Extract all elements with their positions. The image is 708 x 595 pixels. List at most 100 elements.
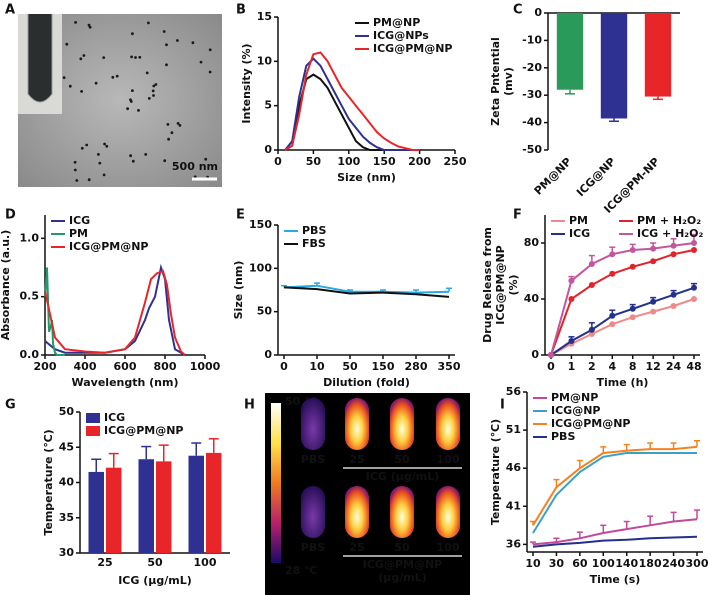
x-tick-label: ICG@NP bbox=[574, 155, 618, 199]
data-point bbox=[650, 245, 657, 252]
y-axis-label: Size (nm) bbox=[232, 261, 245, 320]
y-axis-label: ICG@PM@NP bbox=[494, 245, 507, 324]
tube bbox=[345, 398, 369, 450]
y-tick-label: 50 bbox=[59, 405, 75, 418]
y-tick-label: 1.0 bbox=[20, 231, 40, 244]
legend-label: ICG@PM@NP bbox=[104, 424, 183, 437]
y-axis-label: Intensity (%) bbox=[240, 43, 253, 123]
legend-label: PM + H₂O₂ bbox=[637, 214, 701, 227]
group-label: ICG@PM@NP bbox=[363, 558, 442, 571]
x-tick-label: 12 bbox=[645, 360, 660, 373]
x-axis-label: Size (nm) bbox=[337, 171, 396, 184]
data-point bbox=[650, 298, 657, 305]
x-tick-label: 800 bbox=[154, 360, 177, 373]
series-line bbox=[44, 269, 186, 356]
nanoparticle bbox=[65, 42, 69, 46]
y-tick-label: 41 bbox=[506, 499, 521, 512]
legend-label: PM@NP bbox=[373, 16, 420, 29]
nanoparticle bbox=[166, 123, 170, 126]
legend-label: ICG@PM@NP bbox=[551, 417, 630, 430]
nanoparticle bbox=[199, 60, 203, 64]
y-tick-label: 100 bbox=[249, 261, 272, 274]
data-point bbox=[548, 352, 554, 358]
bar bbox=[644, 13, 672, 97]
x-tick-label: 4 bbox=[608, 360, 616, 373]
legend-label: ICG@PM@NP bbox=[373, 42, 452, 55]
y-tick-label: 0 bbox=[264, 348, 272, 361]
y-axis-label: (mv) bbox=[502, 67, 515, 96]
x-tick-label: 1 bbox=[568, 360, 576, 373]
nanoparticle bbox=[176, 39, 179, 42]
nanoparticle bbox=[170, 131, 174, 135]
y-axis-label: Absorbance (a.u.) bbox=[0, 230, 12, 341]
data-point bbox=[670, 242, 677, 249]
nanoparticle bbox=[98, 161, 102, 165]
nanoparticle bbox=[87, 178, 91, 182]
x-tick-label: 60 bbox=[572, 557, 588, 570]
x-tick-label: 0 bbox=[280, 360, 288, 373]
series-line bbox=[44, 263, 186, 356]
legend-label: PBS bbox=[551, 430, 575, 443]
data-point bbox=[629, 314, 636, 321]
nanoparticle bbox=[178, 124, 182, 127]
sample-label: 50 bbox=[394, 541, 410, 554]
y-tick-label: 36 bbox=[506, 537, 522, 550]
x-tick-label: 280 bbox=[405, 360, 428, 373]
group-label: (μg/mL) bbox=[378, 571, 427, 584]
data-point bbox=[670, 303, 677, 309]
legend-label: ICG bbox=[569, 227, 590, 240]
x-tick-label: 400 bbox=[74, 360, 97, 373]
y-tick-label: 5 bbox=[264, 99, 272, 112]
y-axis-label: Zeta Pntential bbox=[489, 37, 502, 126]
nanoparticle bbox=[130, 55, 134, 59]
data-point bbox=[691, 247, 697, 253]
series-line bbox=[550, 249, 695, 356]
nanoparticle bbox=[97, 153, 100, 156]
series-line bbox=[550, 286, 695, 356]
x-tick-label: 300 bbox=[686, 557, 708, 570]
nanoparticle bbox=[167, 137, 171, 141]
nanoparticle bbox=[165, 43, 168, 47]
legend-label: ICG bbox=[104, 411, 125, 424]
nanoparticle bbox=[162, 30, 166, 33]
series-line bbox=[532, 452, 697, 534]
sample-label: PBS bbox=[301, 541, 325, 554]
data-point bbox=[588, 282, 595, 288]
nanoparticle bbox=[85, 143, 89, 147]
nanoparticle bbox=[68, 84, 72, 88]
nanoparticle bbox=[80, 146, 84, 150]
sample-label: 50 bbox=[394, 453, 410, 466]
data-point bbox=[609, 312, 616, 319]
x-tick-label: 100 bbox=[194, 556, 217, 569]
y-tick-label: -20 bbox=[522, 61, 542, 74]
x-tick-label: 0 bbox=[547, 360, 555, 373]
x-tick-label: 600 bbox=[114, 360, 137, 373]
nanoparticle bbox=[82, 54, 86, 57]
series-line bbox=[284, 51, 420, 151]
data-point bbox=[650, 258, 657, 265]
series-line bbox=[550, 242, 695, 356]
legend-label: PM bbox=[69, 227, 88, 240]
y-tick-label: -10 bbox=[522, 33, 542, 46]
series-line bbox=[550, 298, 695, 356]
data-point bbox=[609, 321, 616, 328]
nanoparticle bbox=[165, 63, 168, 67]
data-point bbox=[691, 240, 697, 246]
panel-label: A bbox=[5, 3, 15, 18]
series-line bbox=[532, 445, 698, 526]
data-point bbox=[609, 251, 616, 258]
y-tick-label: 56 bbox=[506, 385, 522, 398]
x-tick-label: 50 bbox=[147, 556, 163, 569]
nanoparticle bbox=[131, 159, 135, 163]
x-tick-label: 50 bbox=[306, 155, 322, 168]
x-tick-label: 140 bbox=[615, 557, 638, 570]
panel-label: C bbox=[513, 3, 523, 18]
y-tick-label: 40 bbox=[59, 476, 75, 489]
x-tick-label: 240 bbox=[662, 557, 685, 570]
legend-label: PM@NP bbox=[551, 391, 598, 404]
nanoparticle bbox=[129, 154, 133, 158]
series-line bbox=[283, 286, 450, 298]
group-label: ICG (μg/mL) bbox=[366, 470, 440, 483]
nanoparticle bbox=[152, 94, 155, 97]
